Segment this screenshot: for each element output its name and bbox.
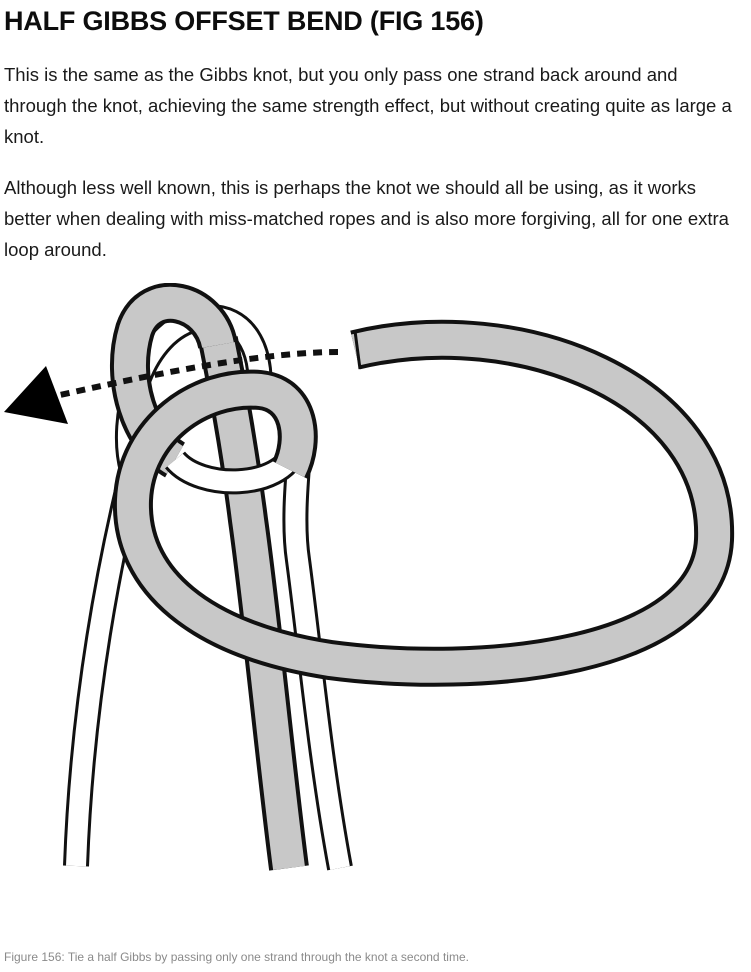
white-rope-right-leg	[282, 439, 353, 871]
arrow-head-icon	[4, 366, 68, 424]
knot-illustration	[4, 282, 735, 871]
page-title: HALF GIBBS OFFSET BEND (FIG 156)	[4, 6, 484, 36]
article: HALF GIBBS OFFSET BEND (FIG 156) This is…	[4, 0, 744, 265]
figure-caption: Figure 156: Tie a half Gibbs by passing …	[4, 950, 469, 964]
paragraph-recommendation: Although less well known, this is perhap…	[4, 177, 729, 260]
grey-rope-end	[353, 330, 362, 370]
grey-rope-working-loop	[112, 319, 735, 687]
paragraph-intro: This is the same as the Gibbs knot, but …	[4, 64, 732, 147]
direction-arrow-line	[59, 349, 339, 398]
knot-figure	[0, 282, 751, 883]
